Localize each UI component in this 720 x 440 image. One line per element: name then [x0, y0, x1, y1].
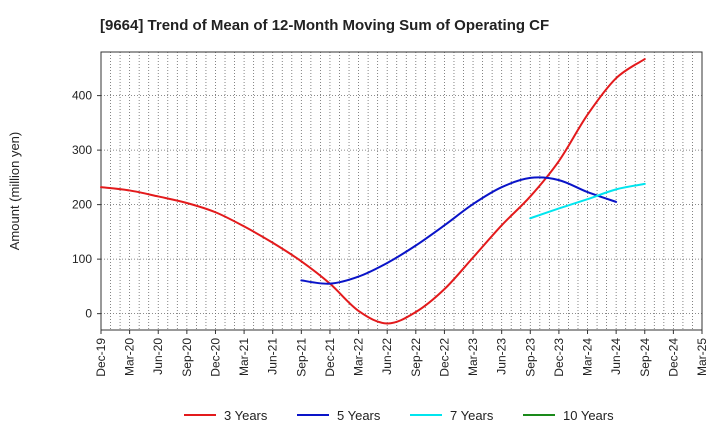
series-line-3-years [100, 58, 646, 325]
x-tick-label: Sep-23 [523, 338, 537, 377]
x-tick-label: Sep-24 [638, 338, 652, 377]
x-tick-label: Sep-21 [294, 338, 308, 377]
y-axis-label: Amount (million yen) [7, 132, 22, 251]
series-line-5-years [300, 176, 618, 285]
legend-label-3-years: 3 Years [224, 408, 268, 423]
y-tick-label: 200 [72, 198, 92, 212]
x-tick-label: Jun-21 [266, 338, 280, 375]
legend-label-7-years: 7 Years [450, 408, 494, 423]
y-tick-label: 100 [72, 252, 92, 266]
x-tick-label: Jun-22 [380, 338, 394, 375]
y-tick-label: 300 [72, 143, 92, 157]
legend-label-10-years: 10 Years [563, 408, 614, 423]
x-tick-label: Dec-23 [552, 338, 566, 377]
x-tick-label: Jun-24 [609, 338, 623, 375]
chart-title: [9664] Trend of Mean of 12-Month Moving … [100, 17, 549, 34]
x-tick-label: Dec-19 [94, 338, 108, 377]
x-tick-label: Mar-20 [123, 338, 137, 376]
x-tick-label: Dec-20 [208, 338, 222, 377]
x-tick-label: Mar-22 [352, 338, 366, 376]
x-tick-label: Dec-21 [323, 338, 337, 377]
y-tick-label: 0 [85, 307, 92, 321]
x-tick-label: Jun-20 [151, 338, 165, 375]
grid [101, 52, 702, 330]
x-tick-label: Mar-25 [695, 338, 709, 376]
x-tick-label: Dec-24 [666, 338, 680, 377]
legend-label-5-years: 5 Years [337, 408, 381, 423]
x-axis: Dec-19 Mar-20 Jun-20 Sep-20 Dec-20 Mar-21 Jun-… [94, 330, 709, 377]
y-tick-label: 400 [72, 89, 92, 103]
x-tick-label: Mar-21 [237, 338, 251, 376]
y-axis: 0 100 200 300 400 [72, 89, 101, 321]
x-tick-label: Dec-22 [437, 338, 451, 377]
plot-area [100, 51, 703, 331]
x-tick-label: Sep-22 [409, 338, 423, 377]
legend: 3 Years 5 Years 7 Years 10 Years [184, 408, 614, 423]
x-tick-label: Mar-24 [581, 338, 595, 376]
x-tick-label: Jun-23 [495, 338, 509, 375]
series-layer [100, 58, 646, 325]
x-tick-label: Mar-23 [466, 338, 480, 376]
series-line-7-years [529, 182, 646, 220]
x-tick-label: Sep-20 [180, 338, 194, 377]
